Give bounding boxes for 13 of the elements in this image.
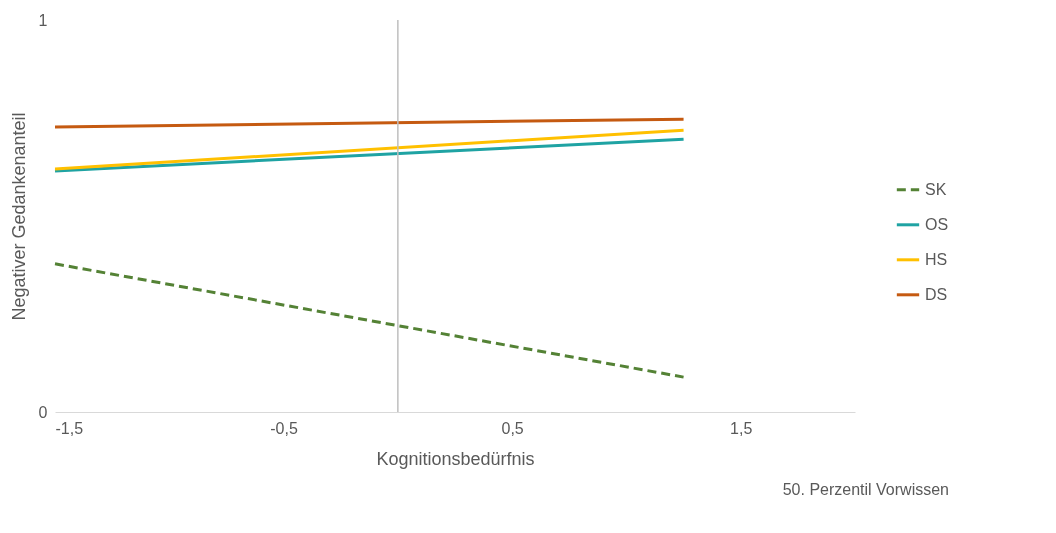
legend-label: OS <box>925 215 949 233</box>
y-tick-label: 1 <box>38 11 48 29</box>
legend-label: DS <box>925 285 948 303</box>
legend-label: HS <box>925 250 948 268</box>
x-tick-label: -0,5 <box>270 419 298 437</box>
x-tick-label: 1,5 <box>730 419 753 437</box>
x-tick-label: 0,5 <box>501 419 524 437</box>
legend-label: SK <box>925 180 947 198</box>
y-axis-title: Negativer Gedankenanteil <box>8 112 29 321</box>
text: 50. Perzentil Vorwissen <box>782 481 949 498</box>
x-axis-title: Kognitionsbedürfnis <box>376 448 535 469</box>
y-tick-label: 0 <box>38 403 48 421</box>
x-tick-label: -1,5 <box>55 419 84 437</box>
